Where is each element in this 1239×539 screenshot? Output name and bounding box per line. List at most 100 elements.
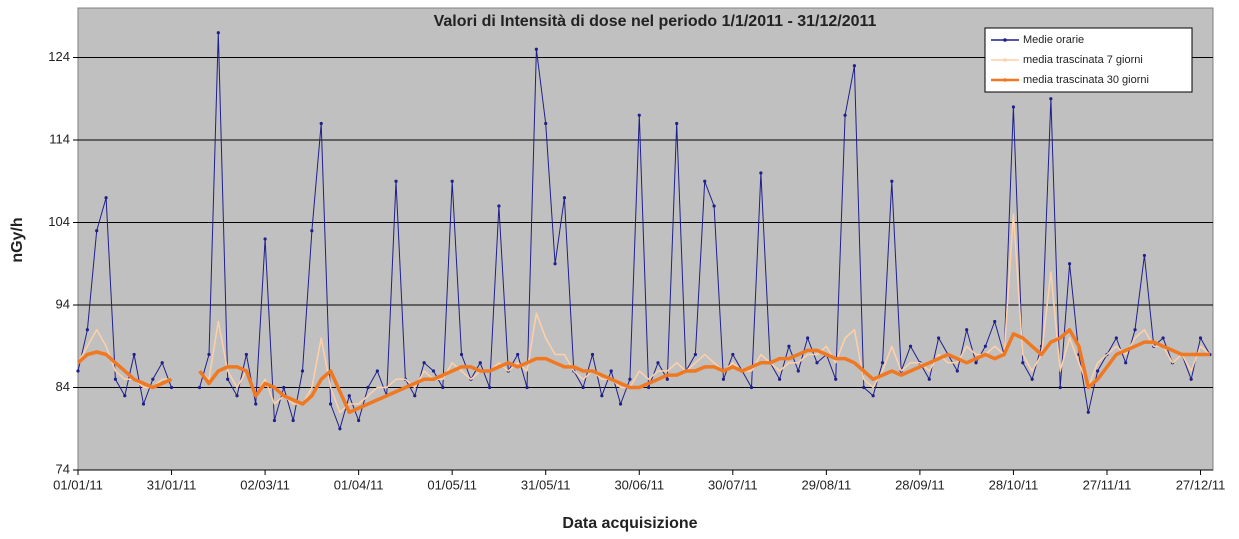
point xyxy=(693,352,697,357)
point xyxy=(441,385,445,390)
point xyxy=(1198,336,1203,340)
point xyxy=(618,402,623,406)
point xyxy=(366,385,370,390)
y-tick-label: 124 xyxy=(48,49,70,64)
point xyxy=(880,361,885,365)
point xyxy=(787,344,791,348)
point xyxy=(749,385,754,390)
x-tick-label: 01/04/11 xyxy=(334,477,384,492)
point xyxy=(394,179,398,183)
point xyxy=(862,385,866,390)
y-tick-label: 84 xyxy=(56,379,70,394)
point xyxy=(955,369,959,373)
point xyxy=(431,369,436,373)
point xyxy=(375,369,379,373)
point xyxy=(609,369,613,373)
point xyxy=(731,352,735,357)
point xyxy=(226,377,230,381)
y-axis-title: nGy/h xyxy=(9,217,26,262)
point xyxy=(76,369,80,373)
point xyxy=(1021,361,1025,365)
legend-marker xyxy=(1003,78,1007,82)
point xyxy=(132,352,136,357)
series-layer xyxy=(76,31,1212,431)
x-tick-label: 28/09/11 xyxy=(895,477,945,492)
point xyxy=(703,179,707,183)
point xyxy=(927,377,931,381)
point xyxy=(1133,328,1137,332)
x-tick-label: 27/11/11 xyxy=(1083,477,1132,492)
point xyxy=(544,121,548,126)
point xyxy=(85,328,89,332)
point xyxy=(1058,385,1062,390)
point xyxy=(777,377,782,381)
x-tick-label: 02/03/11 xyxy=(240,477,290,492)
point xyxy=(1161,336,1165,340)
point xyxy=(1067,262,1072,266)
point xyxy=(628,377,632,381)
point xyxy=(890,179,894,183)
point xyxy=(282,385,286,390)
point xyxy=(1114,336,1118,340)
point xyxy=(263,237,267,241)
point xyxy=(104,196,108,200)
point xyxy=(478,361,482,365)
y-tick-label: 104 xyxy=(48,214,70,229)
point xyxy=(656,361,660,365)
legend-label: media trascinata 7 giorni xyxy=(1023,54,1143,66)
point xyxy=(796,369,800,373)
point xyxy=(721,377,726,381)
series-line xyxy=(76,328,1210,415)
point xyxy=(852,64,857,68)
point xyxy=(712,204,716,208)
point xyxy=(1011,105,1016,109)
point xyxy=(291,418,295,423)
legend-marker xyxy=(1003,38,1007,42)
point xyxy=(965,328,969,332)
point xyxy=(1189,377,1193,381)
point xyxy=(843,113,847,117)
point xyxy=(871,394,875,398)
point xyxy=(806,336,810,340)
point xyxy=(254,402,258,406)
point xyxy=(553,262,557,266)
point xyxy=(534,47,538,51)
x-tick-label: 29/08/11 xyxy=(802,477,852,492)
point xyxy=(1049,97,1053,101)
point xyxy=(1086,410,1090,414)
point xyxy=(937,336,941,340)
point xyxy=(169,385,174,390)
point xyxy=(338,427,342,431)
point xyxy=(95,229,99,233)
x-axis-title: Data acquisizione xyxy=(562,515,697,532)
point xyxy=(160,361,164,365)
x-tick-label: 31/05/11 xyxy=(521,477,571,492)
point xyxy=(675,121,679,126)
point xyxy=(207,352,211,357)
legend-label: media trascinata 30 giorni xyxy=(1023,74,1149,86)
x-tick-label: 01/05/11 xyxy=(427,477,477,492)
point xyxy=(974,361,978,365)
point xyxy=(1124,361,1128,365)
x-tick-label: 31/01/11 xyxy=(147,477,197,492)
point xyxy=(1030,377,1034,381)
point xyxy=(450,179,454,183)
point xyxy=(113,377,118,381)
legend-marker xyxy=(1003,58,1007,62)
y-tick-label: 114 xyxy=(49,131,70,146)
point xyxy=(198,385,202,390)
point xyxy=(487,385,492,390)
point xyxy=(590,352,595,357)
point xyxy=(216,31,220,35)
point xyxy=(908,344,913,348)
point xyxy=(422,361,426,365)
point xyxy=(516,352,520,357)
grid: 74 84 94 104 114 124 01/01/11 31/01/11 02/03/11 0… xyxy=(48,49,1225,493)
legend-label: Medie orarie xyxy=(1023,34,1084,46)
point xyxy=(600,394,604,398)
point xyxy=(983,344,987,348)
legend-box xyxy=(984,27,1193,93)
x-tick-label: 01/01/11 xyxy=(53,477,103,492)
point xyxy=(347,394,351,398)
